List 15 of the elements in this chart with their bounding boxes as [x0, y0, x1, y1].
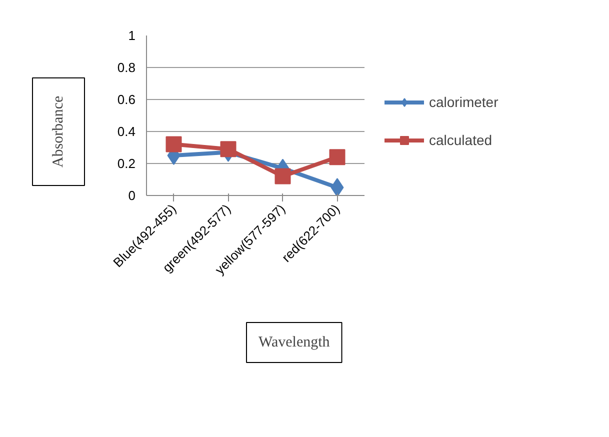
legend-label: calculated [429, 132, 492, 148]
point [329, 149, 346, 166]
point [330, 178, 344, 196]
y-tick-label: 0 [128, 188, 136, 203]
point [166, 136, 182, 152]
point [220, 141, 236, 158]
y-tick-label: 0.2 [117, 156, 136, 171]
legend-label: calorimeter [429, 94, 498, 110]
y-tick-label: 1 [128, 28, 136, 43]
point [274, 168, 291, 184]
y-tick-label: 0.8 [117, 60, 136, 75]
x-axis-title: Wavelength [258, 334, 330, 350]
y-axis-title: Absorbance [50, 96, 66, 168]
y-tick-label: 0.4 [117, 124, 136, 139]
y-tick-label: 0.6 [117, 92, 136, 107]
